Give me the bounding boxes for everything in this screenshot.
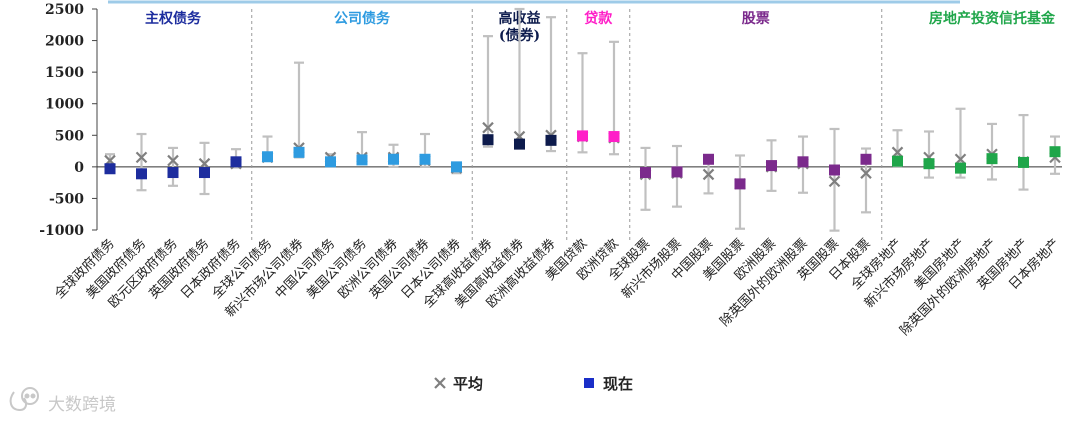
y-tick-label: 1000	[45, 97, 84, 113]
current-point	[482, 134, 494, 146]
average-point	[167, 154, 179, 167]
current-point	[923, 158, 935, 170]
current-point	[419, 153, 431, 165]
current-point	[986, 153, 998, 165]
current-point	[640, 167, 651, 179]
current-point	[167, 167, 179, 179]
current-point	[451, 161, 462, 173]
current-point	[1049, 146, 1061, 158]
average-point	[198, 157, 211, 170]
average-point	[482, 121, 494, 134]
average-point	[828, 175, 841, 188]
current-point	[230, 156, 242, 168]
average-point	[891, 146, 904, 159]
watermark-text: 大数跨境	[48, 395, 116, 415]
group-label: 主权债务	[145, 10, 202, 27]
current-point	[199, 167, 210, 179]
group-label: 房地产投资信托基金	[929, 10, 1056, 27]
current-point	[545, 134, 557, 146]
current-point	[1018, 156, 1029, 168]
average-point	[860, 167, 872, 179]
group-separators	[251, 9, 883, 242]
y-tick-label: 0	[74, 160, 84, 176]
group-label: 贷款	[584, 10, 613, 27]
y-tick-label: -500	[49, 191, 84, 207]
legend-average-label: 平均	[453, 375, 483, 393]
group-label: 股票	[742, 11, 770, 27]
current-point	[734, 178, 746, 190]
y-tick-label: 2500	[45, 2, 84, 18]
legend-average-marker	[434, 377, 446, 389]
current-point	[797, 156, 809, 168]
average-point	[135, 151, 148, 164]
average-point	[702, 168, 715, 181]
y-tick-label: 1500	[45, 65, 84, 81]
current-point	[829, 164, 840, 176]
y-tick-label: 500	[55, 128, 84, 144]
current-point	[262, 151, 273, 163]
current-point	[136, 168, 147, 180]
y-tick-label: 2000	[45, 34, 84, 50]
current-point	[766, 160, 777, 172]
current-point	[703, 153, 714, 165]
watermark-logo-icon	[9, 387, 39, 412]
current-point	[577, 130, 588, 142]
legend-current-label: 现在	[603, 375, 633, 393]
current-point	[514, 138, 525, 150]
x-axis-category-labels: 全球政府债务美国政府债务欧元区政府债务英国政府债务日本政府债务全球公司债务新兴市…	[51, 236, 1062, 339]
current-point	[325, 156, 336, 168]
y-tick-label: -1000	[39, 223, 84, 239]
group-label: 公司债务	[334, 10, 391, 27]
legend: 平均 现在	[434, 375, 633, 393]
current-point	[955, 162, 966, 174]
current-point	[388, 153, 399, 165]
range-bars	[105, 7, 1060, 232]
current-point	[293, 146, 305, 158]
current-point	[608, 131, 620, 143]
legend-current-marker	[584, 378, 594, 388]
current-point	[671, 166, 683, 178]
watermark: 大数跨境	[9, 387, 116, 415]
current-markers	[104, 130, 1061, 190]
current-point	[104, 163, 116, 175]
current-point	[860, 153, 872, 165]
average-point	[954, 153, 967, 166]
current-point	[892, 155, 903, 167]
current-point	[356, 154, 368, 166]
